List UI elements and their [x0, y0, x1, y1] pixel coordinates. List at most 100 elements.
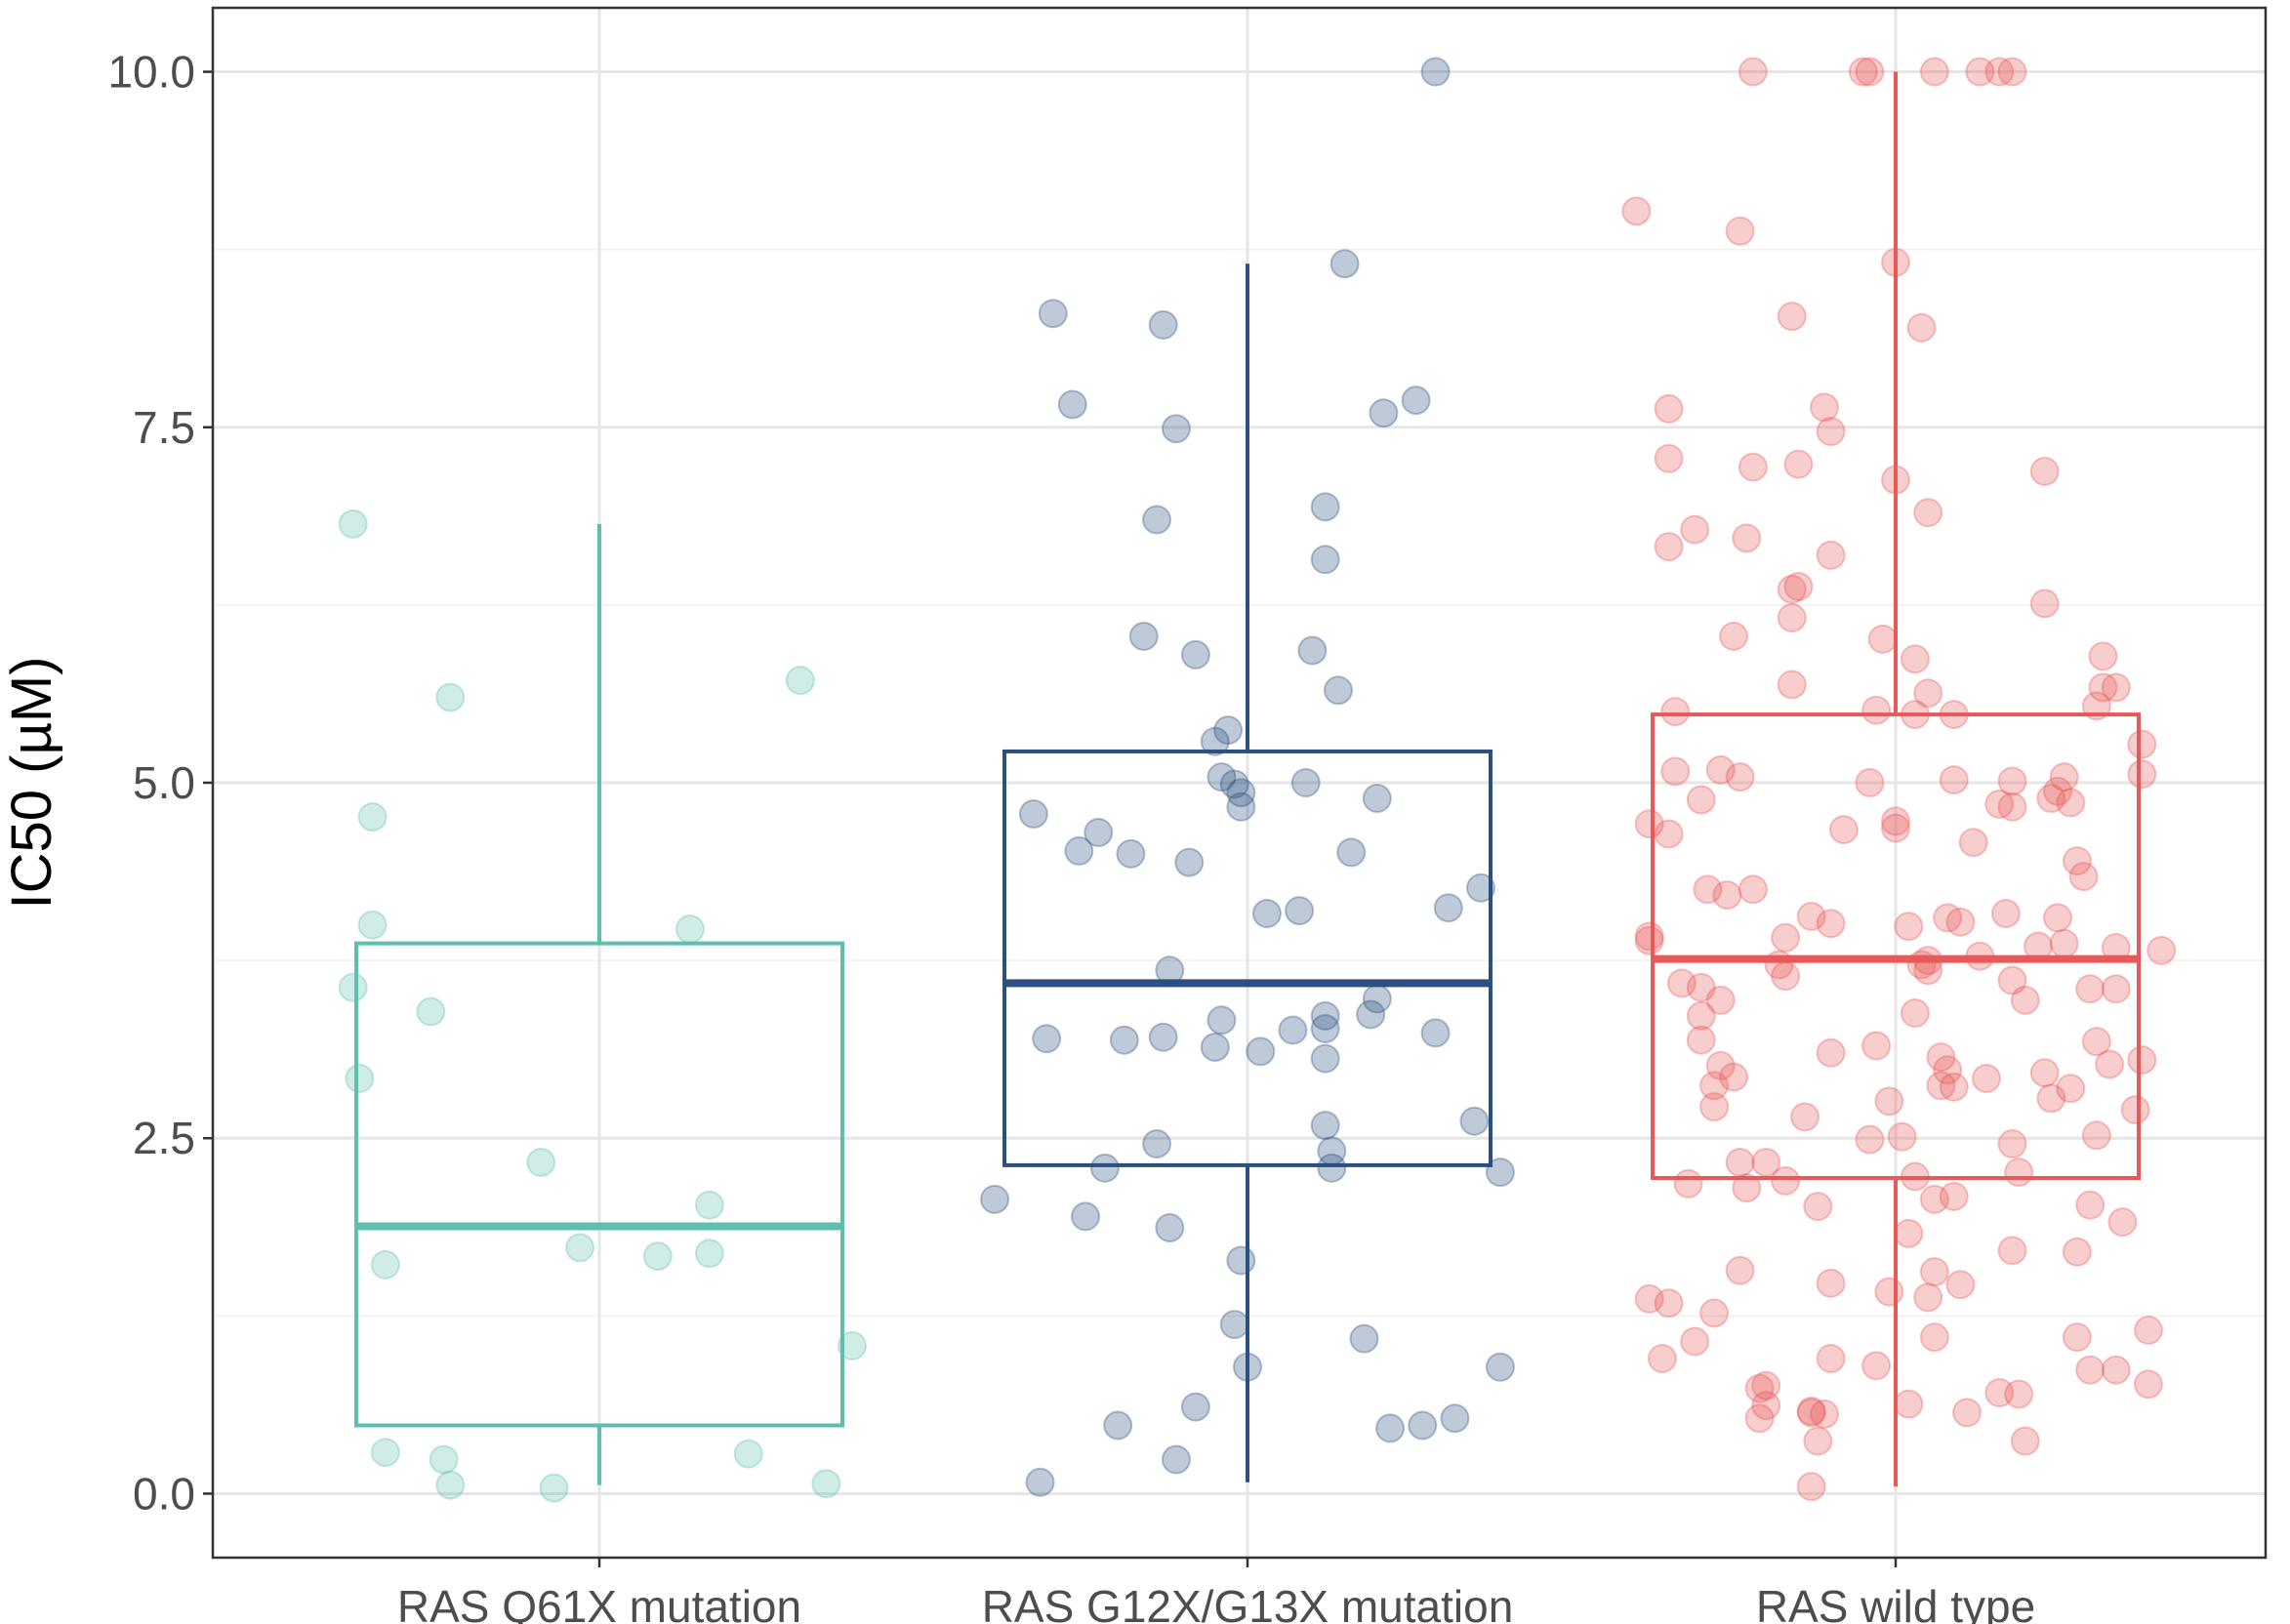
- data-point: [2049, 762, 2079, 792]
- data-point: [1310, 1014, 1340, 1044]
- data-point: [1913, 946, 1943, 976]
- data-point: [1874, 1086, 1904, 1116]
- data-point: [1958, 828, 1988, 858]
- data-point: [2029, 589, 2060, 619]
- y-tick-label: 2.5: [133, 1113, 195, 1163]
- data-point: [1965, 941, 1995, 971]
- data-point: [1926, 1071, 1956, 1101]
- data-point: [1226, 778, 1256, 808]
- data-point: [1855, 1124, 1885, 1155]
- data-point: [1790, 1102, 1820, 1132]
- data-point: [1128, 621, 1159, 651]
- data-point: [1680, 1326, 1710, 1357]
- data-point: [694, 1190, 724, 1220]
- y-axis-title: IC50 (µM): [0, 657, 63, 910]
- data-point: [1732, 1173, 1762, 1203]
- data-point: [1990, 899, 2021, 929]
- data-point: [1420, 57, 1451, 87]
- data-point: [345, 1064, 375, 1094]
- data-point: [1246, 1036, 1276, 1067]
- data-point: [1142, 505, 1172, 535]
- data-point: [1894, 912, 1924, 942]
- data-point: [1913, 678, 1943, 709]
- data-point: [1310, 1000, 1340, 1031]
- data-point: [1084, 817, 1114, 847]
- data-point: [1142, 1129, 1172, 1159]
- data-point: [2088, 672, 2118, 703]
- data-point: [1206, 762, 1237, 792]
- data-point: [370, 1438, 400, 1468]
- data-point: [1310, 1043, 1340, 1074]
- data-point: [1654, 393, 1684, 424]
- data-point: [2062, 1237, 2092, 1267]
- data-point: [1375, 1413, 1406, 1443]
- data-point: [1900, 998, 1930, 1029]
- data-point: [2029, 1058, 2060, 1088]
- data-point: [2004, 1157, 2034, 1188]
- data-point: [1719, 621, 1748, 651]
- y-tick-label: 5.0: [133, 757, 195, 808]
- data-point: [1777, 603, 1807, 633]
- data-point: [1064, 835, 1094, 866]
- data-point: [1654, 443, 1684, 473]
- data-point: [1939, 700, 1969, 730]
- data-point: [1673, 1168, 1703, 1198]
- data-point: [1155, 1213, 1185, 1243]
- data-point: [1200, 726, 1230, 756]
- y-tick-label: 0.0: [133, 1468, 195, 1519]
- data-point: [1777, 670, 1807, 700]
- data-point: [1881, 813, 1910, 843]
- data-point: [1057, 389, 1087, 420]
- data-point: [1906, 950, 1937, 980]
- data-point: [1777, 574, 1807, 604]
- data-point: [1161, 1444, 1191, 1475]
- data-point: [1233, 1352, 1262, 1382]
- data-point: [2133, 1369, 2163, 1400]
- data-point: [1116, 838, 1146, 869]
- data-point: [1984, 1378, 2015, 1408]
- data-point: [2043, 776, 2072, 806]
- data-point: [1155, 955, 1185, 986]
- data-point: [1771, 922, 1801, 953]
- data-point: [1634, 809, 1664, 839]
- data-point: [370, 1249, 400, 1279]
- data-point: [1699, 1071, 1730, 1101]
- data-point: [1894, 1389, 1924, 1419]
- data-point: [1660, 756, 1691, 787]
- data-point: [1725, 1255, 1755, 1285]
- data-point: [2127, 759, 2157, 790]
- data-point: [1038, 299, 1068, 329]
- data-point: [1744, 1403, 1775, 1434]
- data-point: [811, 1469, 841, 1499]
- data-point: [1933, 903, 1963, 933]
- data-point: [1971, 1064, 2001, 1094]
- data-point: [1867, 624, 1898, 654]
- data-point: [1881, 465, 1910, 495]
- data-point: [1919, 57, 1949, 87]
- data-point: [1881, 806, 1910, 836]
- data-point: [1693, 874, 1723, 905]
- data-point: [2101, 1355, 2131, 1385]
- data-point: [1848, 57, 1878, 87]
- data-point: [1997, 965, 2027, 995]
- data-point: [1894, 1218, 1924, 1248]
- data-point: [1777, 302, 1807, 332]
- data-point: [1744, 1373, 1775, 1403]
- data-point: [1945, 907, 1976, 937]
- data-point: [2081, 1120, 2111, 1151]
- data-point: [1459, 1106, 1490, 1136]
- data-point: [2068, 862, 2099, 892]
- data-point: [1440, 1403, 1470, 1434]
- data-point: [1965, 57, 1995, 87]
- data-point: [2010, 1426, 2040, 1456]
- data-point: [1356, 999, 1386, 1030]
- data-point: [357, 910, 388, 940]
- data-point: [1874, 1277, 1904, 1307]
- data-point: [1900, 644, 1930, 674]
- data-point: [2101, 974, 2131, 1004]
- x-tick-label: RAS G12X/G13X mutation: [982, 1581, 1514, 1624]
- data-point: [2062, 846, 2092, 876]
- box-iqr: [1002, 749, 1493, 1167]
- data-points: [338, 57, 2177, 1503]
- data-point: [1816, 540, 1846, 570]
